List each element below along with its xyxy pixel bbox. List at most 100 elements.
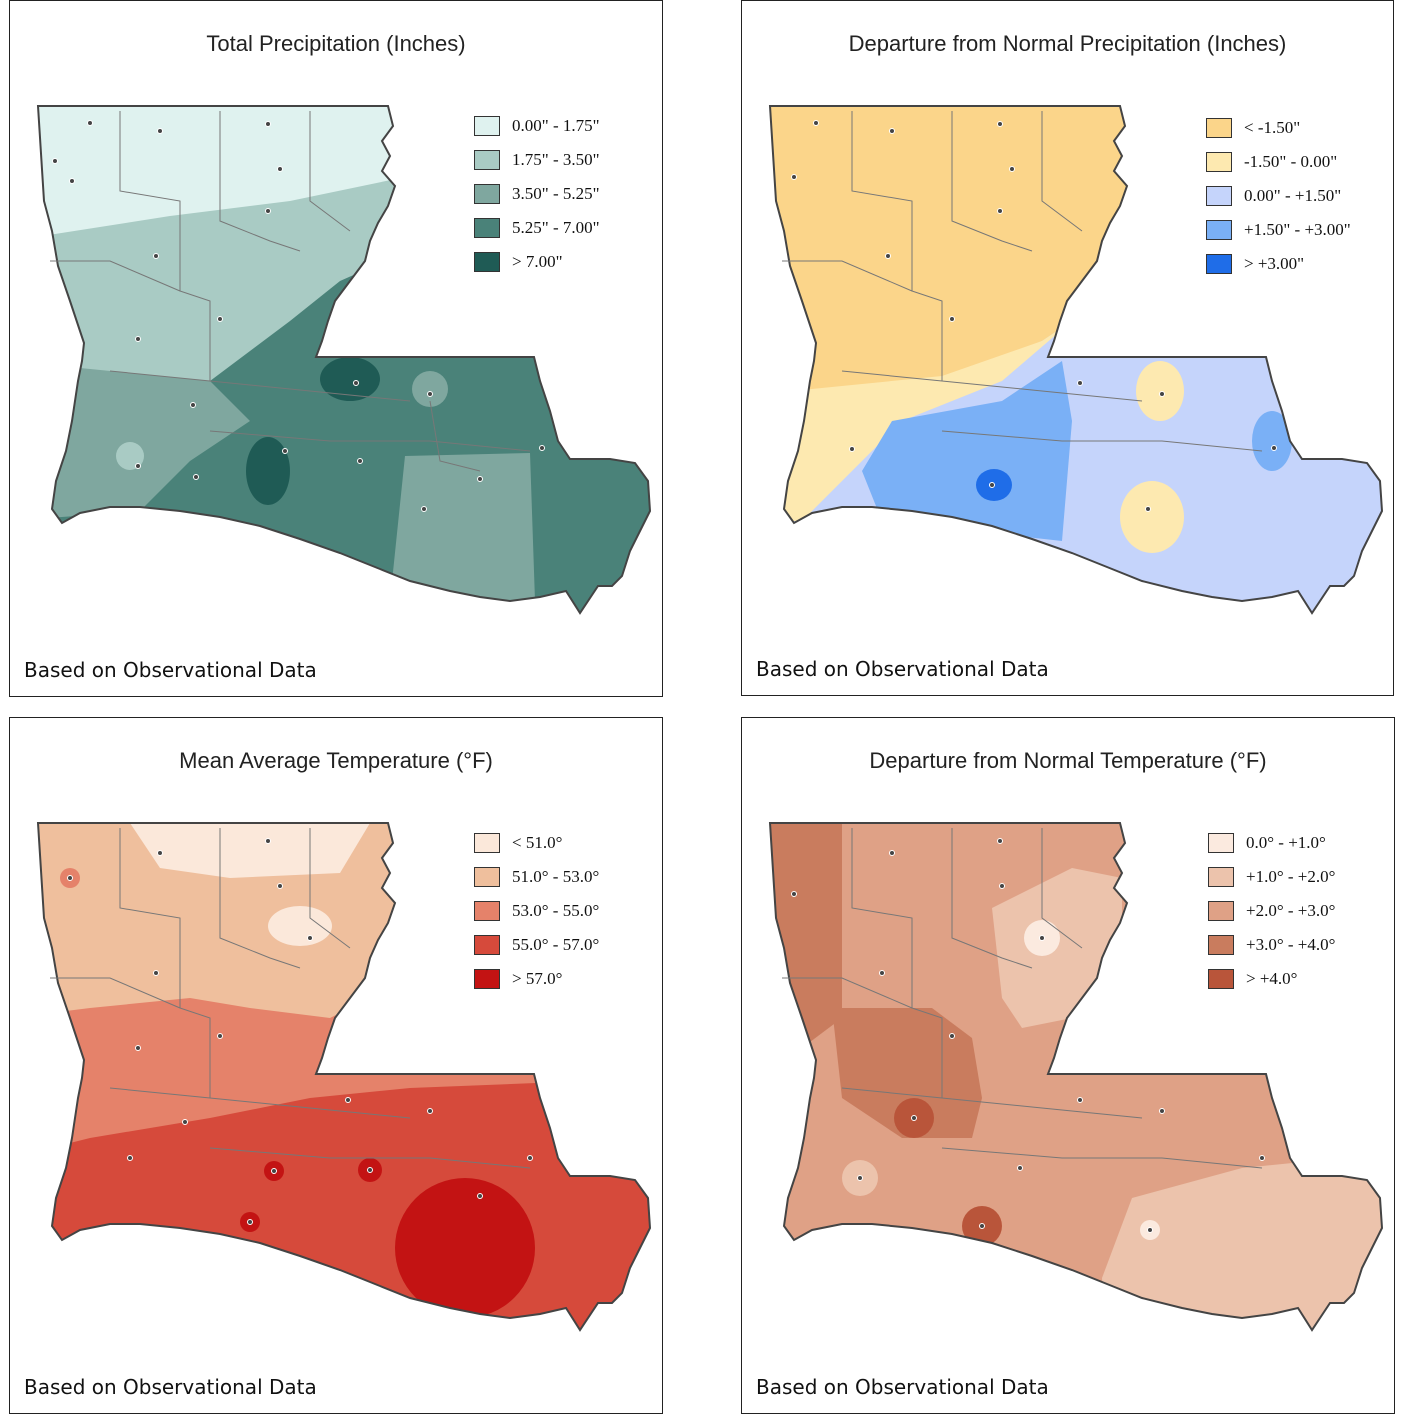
legend-swatch	[1208, 935, 1234, 955]
legend-item: 1.75" - 3.50"	[474, 143, 600, 177]
legend-swatch	[474, 969, 500, 989]
legend-swatch	[1206, 220, 1232, 240]
louisiana-precip-departure-map	[769, 105, 1383, 614]
legend-label: 1.75" - 3.50"	[512, 150, 600, 169]
region-fill	[38, 106, 650, 421]
legend-label: +3.0° - +4.0°	[1246, 935, 1336, 954]
footer-note: Based on Observational Data	[24, 1375, 317, 1399]
parish-boundaries	[50, 111, 531, 472]
legend-item: +3.0° - +4.0°	[1208, 928, 1335, 962]
legend-swatch	[474, 184, 500, 204]
station-dots	[791, 838, 1265, 1233]
legend: 0.00" - 1.75" 1.75" - 3.50" 3.50" - 5.25…	[474, 109, 600, 279]
legend-swatch	[1208, 969, 1234, 989]
parish-boundaries	[782, 828, 1263, 1169]
region-fill	[1136, 361, 1184, 421]
legend-item: < 51.0°	[474, 826, 599, 860]
panel-title: Mean Average Temperature (°F)	[179, 748, 493, 773]
legend-swatch	[1208, 867, 1234, 887]
legend-label: +2.0° - +3.0°	[1246, 901, 1336, 920]
legend-item: -1.50" - 0.00"	[1206, 145, 1351, 179]
legend-item: > +3.00"	[1206, 247, 1351, 281]
mean-temperature-panel: Mean Average Temperature (°F)	[9, 717, 663, 1414]
departure-temperature-panel: Departure from Normal Temperature (°F)	[741, 717, 1395, 1414]
legend-swatch	[474, 867, 500, 887]
legend-label: 53.0° - 55.0°	[512, 901, 600, 920]
region-fill	[320, 357, 380, 401]
region-fill	[116, 442, 144, 470]
legend-label: < -1.50"	[1244, 118, 1301, 137]
legend-label: 5.25" - 7.00"	[512, 218, 600, 237]
legend-swatch	[1208, 833, 1234, 853]
legend: < -1.50" -1.50" - 0.00" 0.00" - +1.50" +…	[1206, 111, 1351, 281]
legend-swatch	[474, 252, 500, 272]
legend-item: 0.0° - +1.0°	[1208, 826, 1335, 860]
departure-precipitation-panel: Departure from Normal Precipitation (Inc…	[741, 0, 1394, 696]
legend-swatch	[474, 218, 500, 238]
legend-swatch	[474, 116, 500, 136]
station-dots	[52, 120, 545, 512]
legend: < 51.0° 51.0° - 53.0° 53.0° - 55.0° 55.0…	[474, 826, 599, 996]
legend-item: +1.50" - +3.00"	[1206, 213, 1351, 247]
legend-label: 0.00" - 1.75"	[512, 116, 600, 135]
station-dots	[67, 838, 533, 1225]
legend-swatch	[1208, 901, 1234, 921]
legend-item: > 7.00"	[474, 245, 600, 279]
region-fill	[832, 1008, 982, 1138]
legend-label: 51.0° - 53.0°	[512, 867, 600, 886]
region-fill	[862, 361, 1072, 541]
legend-item: +1.0° - +2.0°	[1208, 860, 1335, 894]
region-fill	[246, 437, 290, 505]
legend-item: 0.00" - +1.50"	[1206, 179, 1351, 213]
legend-item: > +4.0°	[1208, 962, 1335, 996]
total-precipitation-panel: Total Precipitation (Inches)	[9, 0, 663, 697]
legend-item: 55.0° - 57.0°	[474, 928, 599, 962]
region-fill	[268, 906, 332, 946]
legend-item: > 57.0°	[474, 962, 599, 996]
footer-note: Based on Observational Data	[756, 1375, 1049, 1399]
legend-swatch	[1206, 186, 1232, 206]
footer-note: Based on Observational Data	[756, 657, 1049, 681]
legend-swatch	[474, 901, 500, 921]
legend-label: 0.00" - +1.50"	[1244, 186, 1342, 205]
legend-swatch	[474, 150, 500, 170]
legend-item: +2.0° - +3.0°	[1208, 894, 1335, 928]
legend-label: 0.0° - +1.0°	[1246, 833, 1326, 852]
region-fill	[1252, 411, 1292, 471]
legend-label: +1.50" - +3.00"	[1244, 220, 1351, 239]
legend-label: > +4.0°	[1246, 969, 1298, 988]
legend-swatch	[474, 833, 500, 853]
legend-item: < -1.50"	[1206, 111, 1351, 145]
louisiana-temperature-map	[37, 822, 651, 1331]
louisiana-temp-departure-map	[769, 822, 1383, 1331]
legend-label: 3.50" - 5.25"	[512, 184, 600, 203]
legend-label: > 7.00"	[512, 252, 563, 271]
region-fill	[390, 453, 535, 601]
legend-item: 53.0° - 55.0°	[474, 894, 599, 928]
legend-swatch	[474, 935, 500, 955]
legend-item: 51.0° - 53.0°	[474, 860, 599, 894]
legend-item: 5.25" - 7.00"	[474, 211, 600, 245]
region-fill	[770, 106, 1382, 401]
region-fill	[38, 106, 650, 241]
legend-label: 55.0° - 57.0°	[512, 935, 600, 954]
panel-title: Departure from Normal Precipitation (Inc…	[848, 31, 1287, 56]
parish-boundaries	[782, 111, 1263, 452]
panel-title: Total Precipitation (Inches)	[206, 31, 466, 56]
parish-boundaries	[50, 828, 531, 1169]
legend-label: > +3.00"	[1244, 254, 1305, 273]
region-fill	[412, 371, 448, 407]
legend-swatch	[1206, 152, 1232, 172]
station-dots	[791, 120, 1277, 512]
legend-label: > 57.0°	[512, 969, 563, 988]
panel-title: Departure from Normal Temperature (°F)	[869, 748, 1267, 773]
legend-label: +1.0° - +2.0°	[1246, 867, 1336, 886]
legend-item: 0.00" - 1.75"	[474, 109, 600, 143]
footer-note: Based on Observational Data	[24, 658, 317, 682]
legend-item: 3.50" - 5.25"	[474, 177, 600, 211]
legend-label: -1.50" - 0.00"	[1244, 152, 1338, 171]
region-fill	[395, 1178, 535, 1318]
legend-label: < 51.0°	[512, 833, 563, 852]
region-fill	[770, 321, 1072, 521]
legend-swatch	[1206, 118, 1232, 138]
